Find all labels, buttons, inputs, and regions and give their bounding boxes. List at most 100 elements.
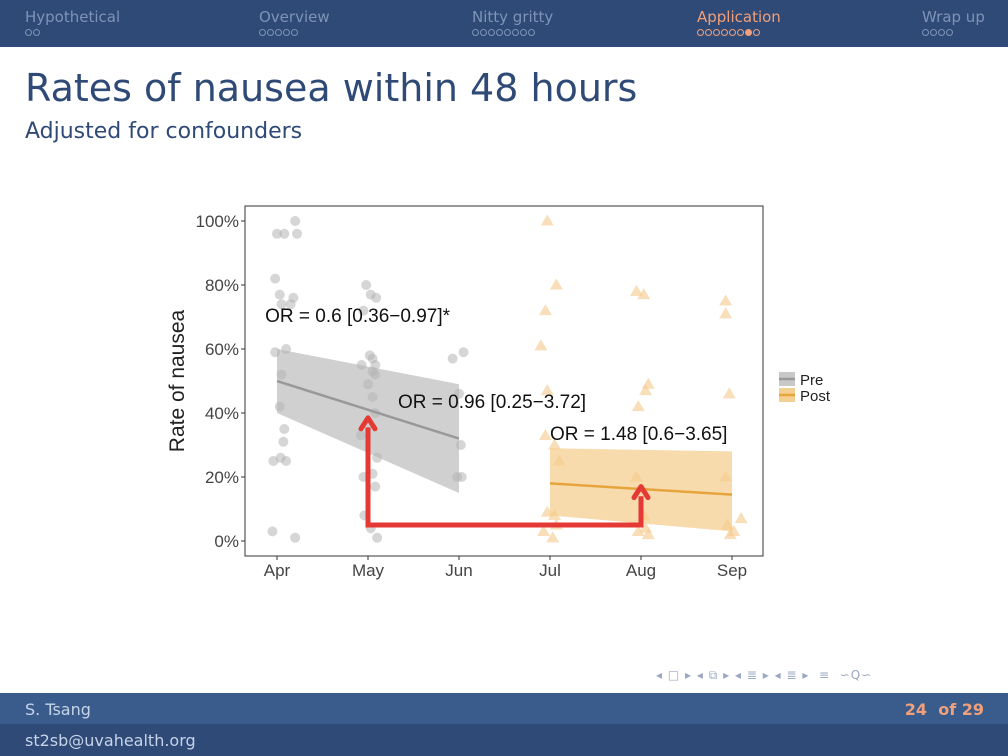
data-point [356,360,367,370]
page-of-label: of [938,700,957,719]
odds-ratio-annotation: OR = 0.96 [0.25−3.72] [398,392,586,413]
section-icon[interactable]: ≣ [746,668,758,682]
footer-email-bar: st2sb@uvahealth.org [0,724,1008,756]
nav-dot[interactable] [496,29,503,36]
nav-section-label: Nitty gritty [472,8,554,26]
data-point [537,524,551,536]
data-point [281,456,292,466]
data-point [538,304,552,316]
frame-icon[interactable]: □ [667,668,681,682]
nav-dot[interactable] [283,29,290,36]
data-point [361,280,372,290]
nav-dot[interactable] [930,29,937,36]
odds-ratio-annotation: OR = 0.6 [0.36−0.97]* [265,306,450,327]
nav-section-dots [697,29,781,36]
legend-label: Post [800,388,831,405]
nav-dot[interactable] [946,29,953,36]
data-point [549,278,563,290]
nav-dot[interactable] [713,29,720,36]
arrow-left-icon[interactable]: ◂ [774,668,782,682]
nav-dot[interactable] [291,29,298,36]
data-point [641,377,655,389]
nav-section-dots [922,29,985,36]
data-point [274,289,285,300]
beamer-navigation-symbols[interactable]: ◂ □ ▸ ◂ ⧉ ▸ ◂ ≣ ▸ ◂ ≣ ▸ ≡ ∽Q∽ [656,668,872,683]
data-point [370,481,381,492]
nav-section-label: Hypothetical [25,8,121,26]
data-point [722,387,736,399]
nav-section-hypothetical[interactable]: Hypothetical [25,8,120,36]
y-tick-label: 60% [205,340,239,359]
arrow-head-icon [631,484,651,501]
nav-section-application[interactable]: Application [697,8,781,36]
data-point [723,528,737,540]
data-point [279,424,290,434]
nav-dot[interactable] [922,29,929,36]
nav-dot[interactable] [472,29,479,36]
y-tick-label: 40% [205,404,239,423]
y-tick-label: 100% [196,212,239,231]
nav-dot[interactable] [33,29,40,36]
data-point [719,307,733,319]
nav-dot[interactable] [528,29,535,36]
nav-dot[interactable] [504,29,511,36]
footer-email: st2sb@uvahealth.org [25,731,196,750]
y-axis-label: Rate of nausea [166,309,189,452]
arrow-right-icon[interactable]: ▸ [685,668,693,682]
arrow-right-icon[interactable]: ▸ [762,668,770,682]
data-point [455,440,466,450]
data-point [372,452,383,463]
search-icon[interactable]: ∽Q∽ [839,668,873,682]
data-point [458,347,469,358]
data-point [270,347,281,358]
data-point [292,228,303,239]
red-arrow-path [365,427,644,528]
data-point [290,532,301,543]
nausea-rate-chart: 0% 20% 40% 60% 80% 100% Apr May Jun Jul Aug Sep Rate… [166,205,831,580]
y-tick-label: 20% [205,468,239,487]
section-icon[interactable]: ≣ [786,668,798,682]
nav-dot[interactable] [753,29,760,36]
data-point [540,214,554,226]
nav-dot[interactable] [25,29,32,36]
data-point [267,526,278,537]
nav-dot[interactable] [488,29,495,36]
nav-dot[interactable] [938,29,945,36]
page-current: 24 [904,700,928,719]
nav-dot[interactable] [745,29,752,36]
data-point [370,369,381,380]
data-point [358,305,369,316]
data-point [288,292,299,303]
nav-section-nitty-gritty[interactable]: Nitty gritty [472,8,553,36]
data-point [364,350,375,361]
data-point [367,392,378,402]
nav-dot[interactable] [480,29,487,36]
nav-dot[interactable] [705,29,712,36]
nav-dot[interactable] [259,29,266,36]
data-point [548,508,562,520]
arrow-left-icon[interactable]: ◂ [696,668,704,682]
list-icon[interactable]: ≡ [814,668,835,682]
arrow-left-icon[interactable]: ◂ [735,668,743,682]
nav-dot[interactable] [697,29,704,36]
arrow-left-icon[interactable]: ◂ [656,668,664,682]
nav-dot[interactable] [512,29,519,36]
nav-dot[interactable] [721,29,728,36]
arrow-right-icon[interactable]: ▸ [723,668,731,682]
data-point [281,344,292,354]
page-number: 24 of 29 [905,700,984,719]
data-point [641,528,655,540]
nav-dot[interactable] [737,29,744,36]
nav-dot[interactable] [267,29,274,36]
nav-dot[interactable] [729,29,736,36]
data-point [363,379,373,390]
nav-section-wrap-up[interactable]: Wrap up [922,8,985,36]
nav-section-overview[interactable]: Overview [259,8,330,36]
nav-dot[interactable] [275,29,282,36]
data-point [540,505,554,517]
subsection-icon[interactable]: ⧉ [708,668,719,682]
x-tick-label: Jul [539,561,561,580]
data-point [629,470,643,482]
arrow-right-icon[interactable]: ▸ [802,668,810,682]
nav-dot[interactable] [520,29,527,36]
